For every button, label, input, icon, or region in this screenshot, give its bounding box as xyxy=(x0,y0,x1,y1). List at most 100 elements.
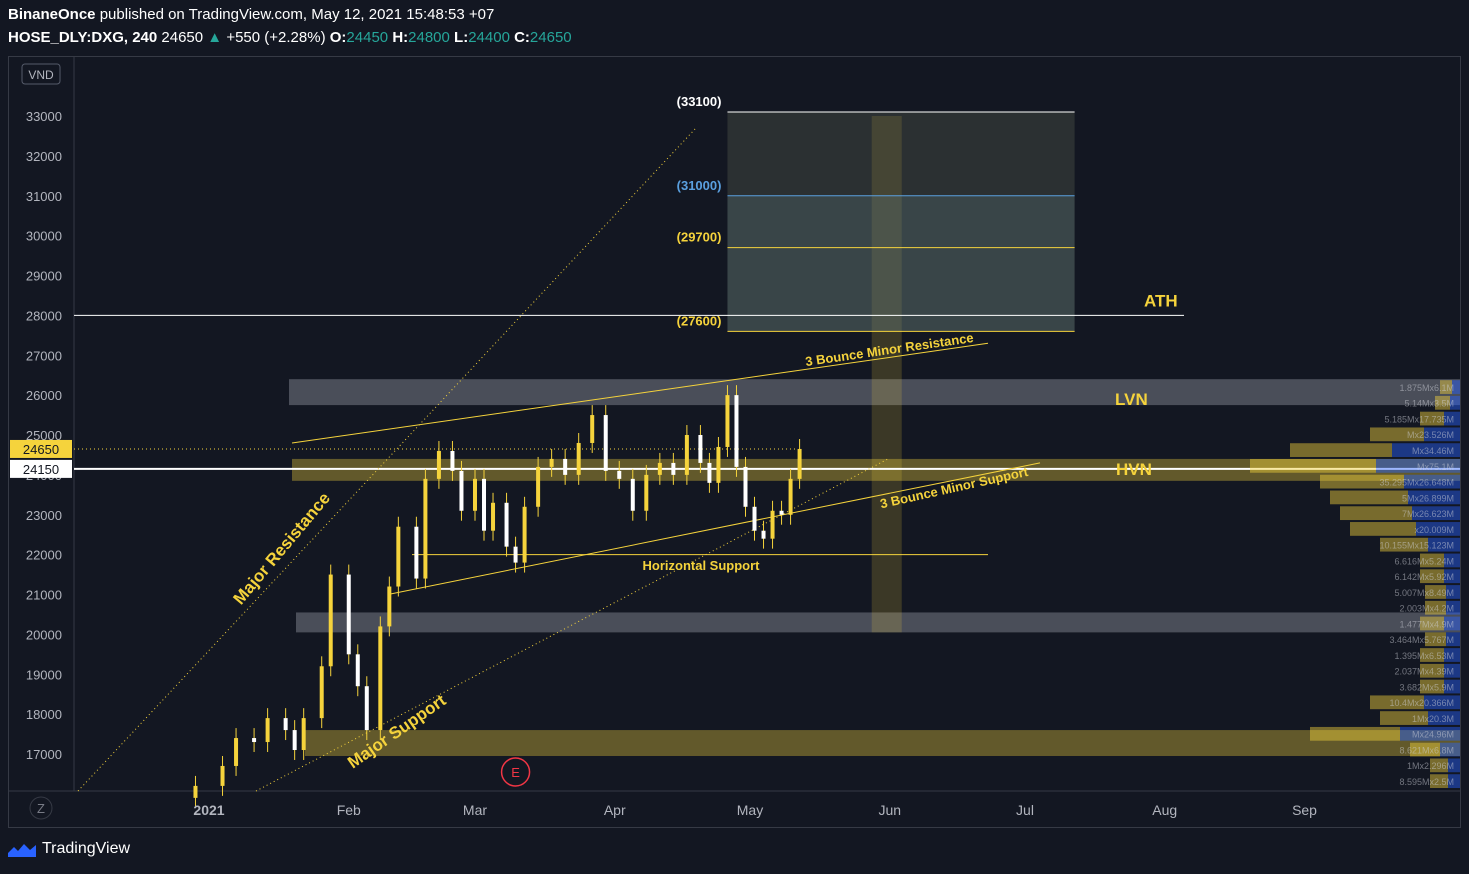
candle-body xyxy=(797,448,802,479)
low-label: L: xyxy=(454,29,469,46)
candle-body xyxy=(617,470,622,479)
close-label: C: xyxy=(514,29,530,46)
volume-bar-up xyxy=(1430,774,1448,788)
volume-label: 2.003Mx4.2M xyxy=(1399,604,1454,614)
volume-bar-down xyxy=(1450,395,1460,410)
candle-body xyxy=(671,462,676,475)
candle-body xyxy=(450,450,455,471)
major-support-line xyxy=(255,458,889,792)
candle-body xyxy=(752,506,757,531)
candle-body xyxy=(725,395,730,447)
y-tick-label: 32000 xyxy=(26,149,62,164)
volume-bar-up xyxy=(1420,679,1444,694)
symbol-name[interactable]: HOSE_DLY:DXG, 240 xyxy=(8,29,158,46)
x-tick-label: Mar xyxy=(463,802,487,818)
candle-body xyxy=(283,718,288,731)
volume-label: 3.682Mx5.9M xyxy=(1399,682,1454,692)
volume-label: 10.155Mx15.123M xyxy=(1379,541,1454,551)
volume-bar-down xyxy=(1444,553,1460,568)
volume-label: 1.395Mx6.53M xyxy=(1394,651,1454,661)
candle-body xyxy=(513,546,518,563)
volume-bar-up xyxy=(1320,474,1404,489)
target-box xyxy=(727,112,1075,332)
volume-bar-down xyxy=(1424,695,1460,710)
volume-bar-down xyxy=(1448,774,1460,788)
target-label-1: (31000) xyxy=(677,178,722,193)
symbol-legend: HOSE_DLY:DXG, 240 24650 ▲ +550 (+2.28%) … xyxy=(8,29,572,46)
y-tick-label: 21000 xyxy=(26,588,62,603)
volume-bar-up xyxy=(1330,490,1408,505)
zone-0 xyxy=(289,379,1460,406)
candle-body xyxy=(252,738,257,743)
y-tick-label: 17000 xyxy=(26,747,62,762)
volume-label: 7Mx26.623M xyxy=(1402,509,1454,519)
x-tick-label: Feb xyxy=(337,802,361,818)
candle-body xyxy=(549,458,554,467)
tradingview-brand[interactable]: TradingView xyxy=(8,840,130,858)
currency-box xyxy=(21,63,61,85)
candle-body xyxy=(364,686,369,731)
candle-body xyxy=(504,502,509,547)
candle-body xyxy=(563,458,568,475)
earnings-marker[interactable] xyxy=(500,757,531,787)
zoom-reset-icon: Z xyxy=(37,801,45,816)
volume-bar-down xyxy=(1416,522,1460,536)
candle-body xyxy=(482,478,487,531)
volume-bar-down xyxy=(1412,506,1460,521)
x-tick-label: Apr xyxy=(604,802,626,818)
volume-bar-down xyxy=(1440,742,1460,757)
brand-name: TradingView xyxy=(42,840,131,857)
x-tick-label: May xyxy=(737,802,763,818)
volume-bar-up xyxy=(1410,742,1440,757)
candle-body xyxy=(319,666,324,719)
volume-bar-up xyxy=(1370,427,1424,442)
publish-text: published on TradingView.com, May 12, 20… xyxy=(99,6,495,23)
open-value: 24450 xyxy=(346,29,389,46)
candle-body xyxy=(684,435,689,475)
volume-bar-up xyxy=(1380,537,1428,552)
price-change: +550 (+2.28%) xyxy=(226,29,326,46)
candle-body xyxy=(576,442,581,475)
minor-support-line xyxy=(387,462,1041,595)
publish-info: BinaneOnce published on TradingView.com,… xyxy=(8,6,494,23)
volume-bar-down xyxy=(1444,616,1460,631)
open-label: O: xyxy=(329,29,347,46)
volume-bar-up xyxy=(1435,395,1450,410)
last-price: 24650 xyxy=(161,29,204,46)
volume-bar-down xyxy=(1446,585,1460,599)
volume-bar-down xyxy=(1400,726,1460,741)
zoom-reset-button[interactable] xyxy=(29,796,53,820)
candle-body xyxy=(770,510,775,539)
target-label-0: (33100) xyxy=(677,94,722,109)
volume-bar-up xyxy=(1420,616,1444,631)
y-tick-label: 27000 xyxy=(26,348,62,363)
candle-body xyxy=(193,785,198,798)
volume-label: 5Mx26.899M xyxy=(1402,493,1454,503)
high-label: H: xyxy=(392,29,409,46)
target-label-3: (27600) xyxy=(677,313,722,328)
candle-body xyxy=(396,526,401,587)
chart-frame xyxy=(8,56,1461,828)
volume-label: 35.295Mx26.648M xyxy=(1379,478,1454,488)
volume-bar-up xyxy=(1425,600,1446,615)
volume-bar-up xyxy=(1370,695,1424,710)
volume-label: x20.009M xyxy=(1414,525,1454,535)
volume-label: 2.037Mx4.39M xyxy=(1394,667,1454,677)
candle-body xyxy=(716,446,721,483)
volume-label: Mx75.1M xyxy=(1417,462,1454,472)
minor-resistance-line xyxy=(291,342,989,444)
major-resistance-label: Major Resistance xyxy=(230,489,334,608)
target-box-inner xyxy=(727,195,1075,332)
zone-2 xyxy=(296,612,1460,633)
price-tag-label-0: 24650 xyxy=(23,442,59,457)
publisher-name[interactable]: BinaneOnce xyxy=(8,6,96,23)
currency-label[interactable]: VND xyxy=(28,68,54,82)
volume-bar-down xyxy=(1444,569,1460,584)
candle-body xyxy=(459,470,464,511)
candle-body xyxy=(387,586,392,627)
target-label-2: (29700) xyxy=(677,230,722,245)
date-range-highlight xyxy=(871,116,902,633)
volume-bar-up xyxy=(1420,569,1444,584)
candle-body xyxy=(707,462,712,483)
